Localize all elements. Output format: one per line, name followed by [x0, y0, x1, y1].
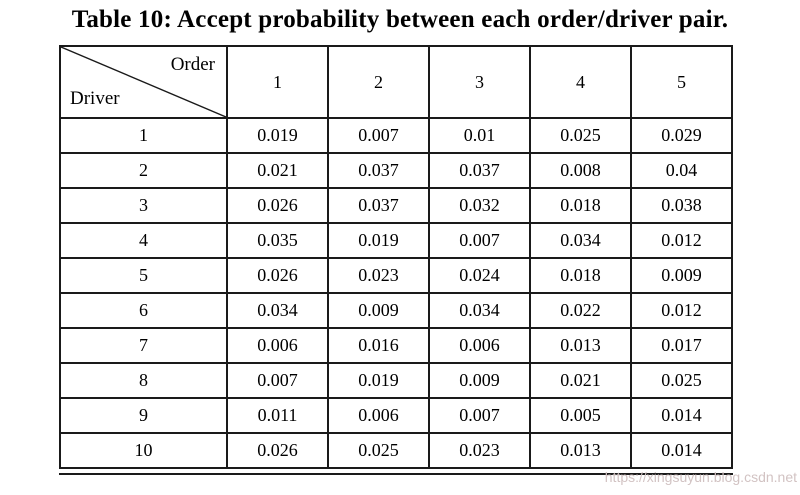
- prob-cell: 0.006: [428, 327, 531, 364]
- prob-cell: 0.012: [630, 222, 733, 259]
- accept-probability-table: Order Driver 1 2 3 4 5 1 0.019 0.007 0.0…: [59, 45, 733, 469]
- prob-cell: 0.008: [529, 152, 632, 189]
- prob-cell: 0.023: [428, 432, 531, 469]
- prob-cell: 0.026: [226, 187, 329, 224]
- prob-cell: 0.005: [529, 397, 632, 434]
- table-row: 7 0.006 0.016 0.006 0.013 0.017: [59, 327, 733, 364]
- prob-cell: 0.011: [226, 397, 329, 434]
- driver-id-cell: 5: [59, 257, 228, 294]
- driver-id-cell: 8: [59, 362, 228, 399]
- prob-cell: 0.035: [226, 222, 329, 259]
- column-header-order-4: 4: [529, 45, 632, 119]
- driver-id-cell: 7: [59, 327, 228, 364]
- prob-cell: 0.018: [529, 257, 632, 294]
- prob-cell: 0.013: [529, 432, 632, 469]
- prob-cell: 0.032: [428, 187, 531, 224]
- prob-cell: 0.006: [327, 397, 430, 434]
- prob-cell: 0.025: [630, 362, 733, 399]
- prob-cell: 0.034: [226, 292, 329, 329]
- prob-cell: 0.026: [226, 257, 329, 294]
- prob-cell: 0.016: [327, 327, 430, 364]
- prob-cell: 0.021: [226, 152, 329, 189]
- prob-cell: 0.029: [630, 117, 733, 154]
- prob-cell: 0.022: [529, 292, 632, 329]
- table-row: 2 0.021 0.037 0.037 0.008 0.04: [59, 152, 733, 189]
- prob-cell: 0.034: [428, 292, 531, 329]
- driver-id-cell: 4: [59, 222, 228, 259]
- driver-id-cell: 3: [59, 187, 228, 224]
- page-title: Table 10: Accept probability between eac…: [71, 6, 729, 33]
- prob-cell: 0.006: [226, 327, 329, 364]
- prob-cell: 0.013: [529, 327, 632, 364]
- prob-cell: 0.007: [428, 222, 531, 259]
- driver-id-cell: 6: [59, 292, 228, 329]
- prob-cell: 0.018: [529, 187, 632, 224]
- order-axis-label: Order: [170, 54, 215, 75]
- diagonal-divider-line: [61, 47, 226, 117]
- driver-id-cell: 1: [59, 117, 228, 154]
- table-row: 3 0.026 0.037 0.032 0.018 0.038: [59, 187, 733, 224]
- driver-id-cell: 9: [59, 397, 228, 434]
- prob-cell: 0.037: [327, 152, 430, 189]
- column-header-order-3: 3: [428, 45, 531, 119]
- table-row: 10 0.026 0.025 0.023 0.013 0.014: [59, 432, 733, 469]
- prob-cell: 0.009: [428, 362, 531, 399]
- prob-cell: 0.021: [529, 362, 632, 399]
- driver-id-cell: 2: [59, 152, 228, 189]
- prob-cell: 0.014: [630, 397, 733, 434]
- header-row: Order Driver 1 2 3 4 5: [59, 45, 733, 119]
- prob-cell: 0.01: [428, 117, 531, 154]
- table-row: 8 0.007 0.019 0.009 0.021 0.025: [59, 362, 733, 399]
- prob-cell: 0.04: [630, 152, 733, 189]
- prob-cell: 0.009: [327, 292, 430, 329]
- prob-cell: 0.009: [630, 257, 733, 294]
- column-header-order-1: 1: [226, 45, 329, 119]
- prob-cell: 0.007: [428, 397, 531, 434]
- prob-cell: 0.007: [327, 117, 430, 154]
- watermark: https://xingsuyun.blog.csdn.net: [604, 469, 797, 485]
- prob-cell: 0.038: [630, 187, 733, 224]
- prob-cell: 0.019: [226, 117, 329, 154]
- table-bottom-double-rule: [59, 473, 733, 475]
- table-row: 1 0.019 0.007 0.01 0.025 0.029: [59, 117, 733, 154]
- prob-cell: 0.019: [327, 362, 430, 399]
- prob-cell: 0.007: [226, 362, 329, 399]
- prob-cell: 0.023: [327, 257, 430, 294]
- table-row: 5 0.026 0.023 0.024 0.018 0.009: [59, 257, 733, 294]
- prob-cell: 0.037: [428, 152, 531, 189]
- driver-id-cell: 10: [59, 432, 228, 469]
- prob-cell: 0.025: [529, 117, 632, 154]
- prob-cell: 0.017: [630, 327, 733, 364]
- prob-cell: 0.019: [327, 222, 430, 259]
- corner-header-cell: Order Driver: [59, 45, 228, 119]
- column-header-order-2: 2: [327, 45, 430, 119]
- table-row: 9 0.011 0.006 0.007 0.005 0.014: [59, 397, 733, 434]
- prob-cell: 0.024: [428, 257, 531, 294]
- table-row: 4 0.035 0.019 0.007 0.034 0.012: [59, 222, 733, 259]
- prob-cell: 0.025: [327, 432, 430, 469]
- prob-cell: 0.026: [226, 432, 329, 469]
- prob-cell: 0.012: [630, 292, 733, 329]
- prob-cell: 0.014: [630, 432, 733, 469]
- prob-cell: 0.034: [529, 222, 632, 259]
- prob-cell: 0.037: [327, 187, 430, 224]
- column-header-order-5: 5: [630, 45, 733, 119]
- table-row: 6 0.034 0.009 0.034 0.022 0.012: [59, 292, 733, 329]
- driver-axis-label: Driver: [70, 88, 120, 109]
